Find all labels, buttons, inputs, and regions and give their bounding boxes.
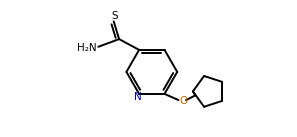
Text: N: N (135, 92, 142, 102)
Text: H₂N: H₂N (77, 43, 97, 53)
Text: O: O (179, 96, 187, 106)
Text: S: S (111, 11, 118, 21)
